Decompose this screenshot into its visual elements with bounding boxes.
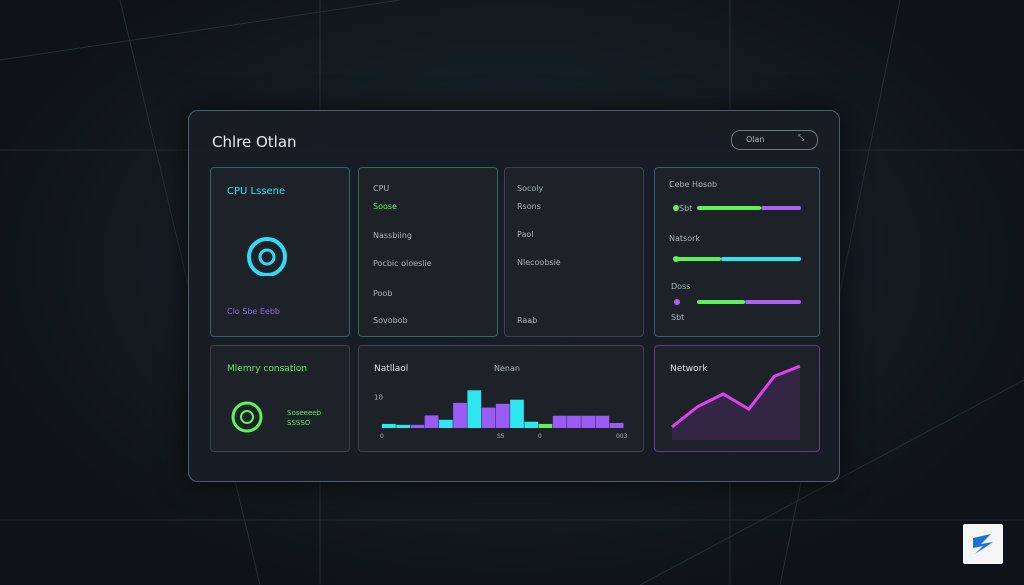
x-tick-label: S5 bbox=[497, 433, 505, 440]
bar bbox=[438, 419, 453, 428]
card-title: Socoly bbox=[517, 184, 544, 193]
search-text: Olan bbox=[746, 135, 765, 144]
memory-gauge bbox=[231, 401, 263, 433]
bar bbox=[495, 403, 510, 428]
devices-card: Cebe Hosob Sbt Natsork Doss Sbt bbox=[654, 167, 820, 337]
x-tick-label: 0 bbox=[538, 433, 542, 440]
list-item: Poob bbox=[373, 289, 393, 298]
card-title: Cebe Hosob bbox=[669, 180, 718, 189]
status: Soose bbox=[373, 202, 397, 211]
list-item: Sbt bbox=[671, 313, 685, 322]
memory-line: Soseeeeb bbox=[287, 409, 322, 417]
device-bars bbox=[673, 205, 801, 305]
bar bbox=[382, 423, 396, 428]
cpu-list-card: CPU Soose Nassbiing Pocbic oloeslie Poob… bbox=[358, 167, 498, 337]
list-item: Paol bbox=[517, 230, 534, 239]
list-item: Rsons bbox=[517, 202, 541, 211]
x-tick-label: 0 bbox=[380, 433, 384, 440]
card-footer: Clo Sbe Eebb bbox=[227, 307, 280, 316]
list-item: Pocbic oloeslie bbox=[373, 259, 432, 268]
search-box[interactable]: Olan ⤡ bbox=[731, 130, 818, 150]
card-title: CPU bbox=[373, 184, 390, 193]
bar bbox=[410, 424, 425, 428]
memory-line: SSSSO bbox=[287, 419, 311, 427]
logo bbox=[963, 524, 1003, 564]
bar bbox=[453, 402, 467, 428]
line bbox=[671, 364, 801, 429]
bar bbox=[552, 415, 567, 428]
list-item: Doss bbox=[671, 282, 691, 291]
cpu-card: CPU Lssene Clo Sbe Eebb bbox=[210, 167, 350, 337]
list-item: Natsork bbox=[669, 234, 701, 243]
list-item: Nlecoobsie bbox=[517, 258, 561, 267]
network-card bbox=[654, 345, 820, 452]
bar bbox=[581, 415, 596, 428]
bar bbox=[595, 415, 610, 428]
bar bbox=[467, 390, 482, 428]
chart-title: Natllaol bbox=[374, 364, 408, 374]
cpu-gauge bbox=[247, 237, 287, 276]
bar bbox=[524, 421, 539, 428]
card-title: Mlemry consation bbox=[227, 364, 308, 374]
dashboard-title: Chlre Otlan bbox=[212, 133, 297, 151]
list-item: Nassbiing bbox=[373, 231, 412, 240]
y-tick-label: 10 bbox=[374, 394, 383, 402]
bar bbox=[609, 422, 624, 428]
list-item: Raab bbox=[517, 316, 538, 325]
memory-card: Mlemry consation Soseeeeb SSSSO bbox=[210, 345, 350, 452]
x-tick-label: 003 bbox=[616, 433, 628, 440]
traffic-card bbox=[358, 345, 644, 452]
bar bbox=[510, 399, 524, 428]
bar bbox=[567, 415, 581, 428]
list-item: Sbt bbox=[679, 204, 693, 213]
search-icon: ⤡ bbox=[798, 133, 805, 142]
list-item: Sovobob bbox=[373, 316, 408, 325]
card-title: CPU Lssene bbox=[227, 186, 286, 197]
bar bbox=[481, 407, 496, 428]
security-card: Socoly Rsons Paol Nlecoobsie Raab bbox=[504, 167, 644, 337]
bar bbox=[538, 423, 553, 428]
bar bbox=[424, 415, 439, 428]
chart-title: Network bbox=[670, 364, 708, 374]
chart-subtitle: Nenan bbox=[494, 364, 520, 373]
bar bbox=[396, 424, 410, 428]
